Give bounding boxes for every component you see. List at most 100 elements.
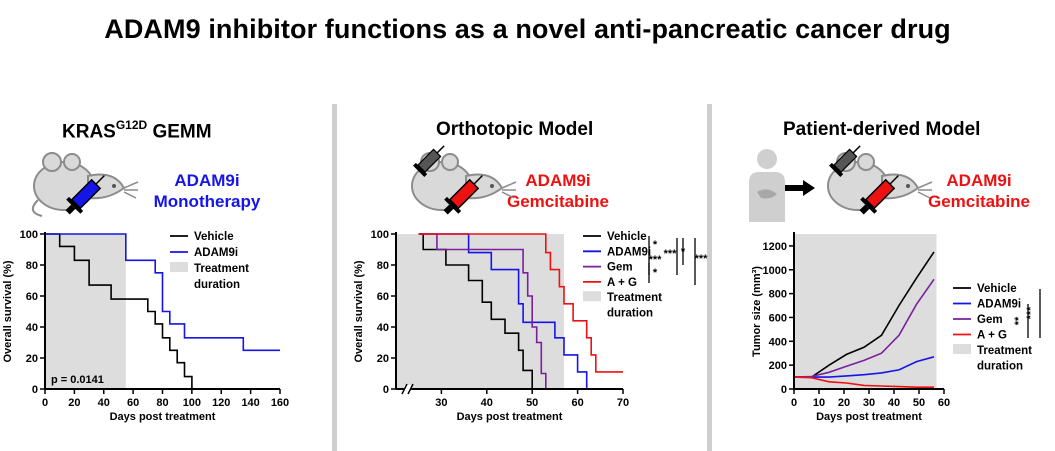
significance-marker: *** <box>695 253 709 265</box>
treatment-label: ADAM9i Gemcitabine <box>493 170 623 212</box>
legend-label: duration <box>977 361 1023 373</box>
y-tick-label: 60 <box>26 291 38 303</box>
x-axis-label: Days post treatment <box>457 411 563 423</box>
y-tick-label: 400 <box>769 336 787 348</box>
significance-marker: * <box>653 267 658 279</box>
x-tick-label: 160 <box>271 397 289 409</box>
y-tick-label: 200 <box>769 360 787 372</box>
panel-title-sup: G12D <box>115 118 148 132</box>
mouse-syringe-icon <box>411 145 517 215</box>
y-tick-label: 60 <box>377 291 389 303</box>
legend-label: duration <box>194 279 240 291</box>
x-axis-label: Days post treatment <box>816 411 922 423</box>
legend-label: Vehicle <box>977 283 1017 295</box>
x-tick-label: 60 <box>938 397 950 409</box>
panel-title-orthotopic: Orthotopic Model <box>436 119 594 140</box>
significance-marker: *** <box>649 254 663 266</box>
y-tick-label: 80 <box>377 260 389 272</box>
x-tick-label: 20 <box>838 397 850 409</box>
treatment-label-line: Monotherapy <box>153 192 261 211</box>
series-line <box>418 233 588 389</box>
y-tick-label: 100 <box>371 229 389 241</box>
legend-shade-swatch <box>170 262 188 272</box>
significance-marker: ** <box>1013 316 1025 325</box>
y-tick-label: 0 <box>781 384 787 396</box>
significance-marker: *** <box>1025 306 1037 320</box>
x-tick-label: 0 <box>791 397 797 409</box>
treatment-label-line: ADAM9i <box>174 171 240 190</box>
series-line <box>45 233 193 389</box>
x-tick-label: 140 <box>241 397 259 409</box>
page-title: ADAM9 inhibitor functions as a novel ant… <box>104 14 951 44</box>
x-tick-label: 10 <box>813 397 825 409</box>
legend-label: Gem <box>607 262 633 274</box>
p-value-annotation: p = 0.0141 <box>51 374 104 386</box>
treatment-label-line: ADAM9i <box>946 171 1012 190</box>
y-tick-label: 40 <box>377 322 389 334</box>
y-tick-label: 80 <box>26 260 38 272</box>
treatment-label-line: Gemcitabine <box>927 192 1031 211</box>
series-line <box>418 233 623 373</box>
x-tick-label: 100 <box>183 397 201 409</box>
x-tick-label: 50 <box>526 397 538 409</box>
y-tick-label: 0 <box>32 384 38 396</box>
x-tick-label: 30 <box>435 397 447 409</box>
x-tick-label: 120 <box>212 397 230 409</box>
legend-label: Treatment <box>607 292 662 304</box>
series-line <box>794 356 935 378</box>
series-line <box>793 278 935 378</box>
legend-label: Gem <box>977 314 1003 326</box>
y-tick-label: 1000 <box>763 265 787 277</box>
panel-title-main: KRAS <box>62 121 116 143</box>
treatment-shade <box>396 234 564 389</box>
y-tick-label: 40 <box>26 322 38 334</box>
panel-title-patient: Patient-derived Model <box>783 119 981 140</box>
x-tick-label: 40 <box>481 397 493 409</box>
x-tick-label: 80 <box>156 397 168 409</box>
panel-title-gemm: KRASG12D GEMM <box>62 118 212 143</box>
significance-marker: * <box>653 239 658 251</box>
legend-label: Treatment <box>977 345 1032 357</box>
legend-label: ADAM9i <box>194 247 238 259</box>
arrow-right-icon <box>785 180 815 196</box>
y-axis-label: Overall survival (%) <box>353 260 365 362</box>
legend-label: Vehicle <box>194 231 234 243</box>
y-axis-label: Overall survival (%) <box>2 260 14 362</box>
x-tick-label: 20 <box>68 397 80 409</box>
legend-label: Treatment <box>194 263 249 275</box>
survival-chart-orthotopic: 0 20 40 60 80 100 30 40 50 60 70 Days post treatmen… <box>353 229 709 423</box>
y-tick-label: 800 <box>769 289 787 301</box>
x-tick-label: 70 <box>617 397 629 409</box>
x-tick-label: 60 <box>127 397 139 409</box>
legend-shade-swatch <box>583 291 601 302</box>
series-line <box>793 376 934 388</box>
tumor-size-chart: 0 200 400 600 800 1000 1200 0 10 20 30 40 50 60 Days p… <box>751 232 1041 423</box>
axis-break-gap <box>404 385 411 393</box>
x-tick-label: 30 <box>863 397 875 409</box>
patient-icon <box>749 149 785 222</box>
y-tick-label: 600 <box>769 312 787 324</box>
legend-label: ADAM9i <box>977 299 1021 311</box>
y-tick-label: 0 <box>383 384 389 396</box>
significance-marker: *** <box>664 248 678 260</box>
y-axis-label: Tumor size (mm³) <box>751 266 763 357</box>
treatment-label: ADAM9i Monotherapy <box>142 170 272 212</box>
y-tick-label: 20 <box>377 353 389 365</box>
panel-divider <box>707 104 712 451</box>
x-tick-label: 40 <box>888 397 900 409</box>
mouse-syringe-icon <box>31 152 139 217</box>
x-tick-label: 60 <box>571 397 583 409</box>
x-tick-label: 50 <box>913 397 925 409</box>
series-line <box>45 233 280 352</box>
legend-label: ADAM9i <box>607 246 651 258</box>
treatment-shade <box>45 234 126 389</box>
y-tick-label: 20 <box>26 353 38 365</box>
treatment-shade <box>794 234 937 389</box>
significance-marker: * <box>681 246 686 258</box>
series-line <box>418 233 547 389</box>
legend-shade-swatch <box>953 344 971 354</box>
legend-label: duration <box>607 308 653 320</box>
treatment-label-line: ADAM9i <box>525 171 591 190</box>
treatment-label-line: Gemcitabine <box>506 192 610 211</box>
treatment-label: ADAM9i Gemcitabine <box>914 170 1044 212</box>
